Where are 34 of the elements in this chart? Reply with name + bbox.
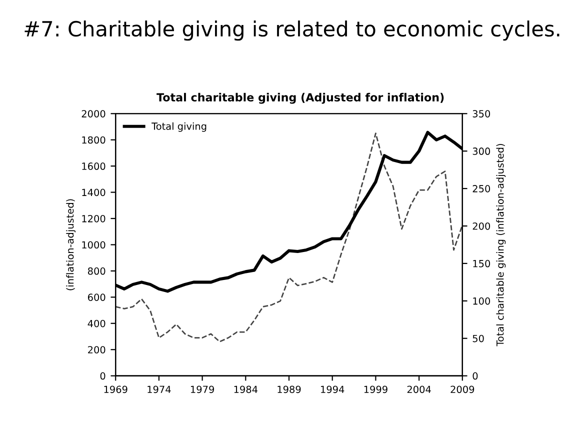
y-tick-label: 1200 <box>82 214 106 222</box>
y-tick-label: 1000 <box>82 241 106 249</box>
y-tick-label: 600 <box>88 294 106 301</box>
x-tick-label: 1974 <box>148 386 171 394</box>
y-tick-label: 200 <box>88 346 106 354</box>
x-tick-label: 1979 <box>190 386 214 394</box>
y-tick-label: 1800 <box>82 136 106 144</box>
x-tick-label: 1994 <box>321 386 344 394</box>
y-axis-title: (inflation-adjusted) <box>66 199 76 290</box>
x-tick-label: 1999 <box>364 386 388 394</box>
y2-tick-label: 150 <box>473 260 490 268</box>
y2-tick-label: 50 <box>472 334 484 342</box>
y2-tick-label: 250 <box>472 185 490 192</box>
y-tick-label: 800 <box>88 267 106 275</box>
y-tick-label: 400 <box>88 320 106 328</box>
x-tick-label: 1969 <box>104 386 128 394</box>
y2-tick-label: 300 <box>472 148 490 155</box>
y2-axis-title: Total charitable giving (inflation-adjusted) <box>496 144 506 346</box>
y2-tick-label: 200 <box>472 222 490 230</box>
legend-label: Total giving <box>152 122 206 132</box>
y-tick-label: 0 <box>100 372 106 380</box>
chart-subtitle: Total charitable giving (Adjusted for inflation) <box>156 92 444 104</box>
y2-tick-label: 0 <box>472 372 478 380</box>
x-tick-label: 2004 <box>407 386 431 394</box>
y-tick-label: 1600 <box>82 162 106 170</box>
y-tick-label: 1400 <box>82 188 106 196</box>
x-tick-label: 1989 <box>278 386 301 394</box>
x-tick-label: 1984 <box>234 386 258 394</box>
y2-tick-label: 100 <box>473 297 490 305</box>
line-series <box>116 132 462 342</box>
chart-title: #7: Charitable giving is related to economic cycles. <box>24 20 560 41</box>
x-tick-label: 2009 <box>450 386 474 394</box>
y2-tick-label: 350 <box>472 110 490 118</box>
y-tick-label: 2000 <box>82 110 106 118</box>
